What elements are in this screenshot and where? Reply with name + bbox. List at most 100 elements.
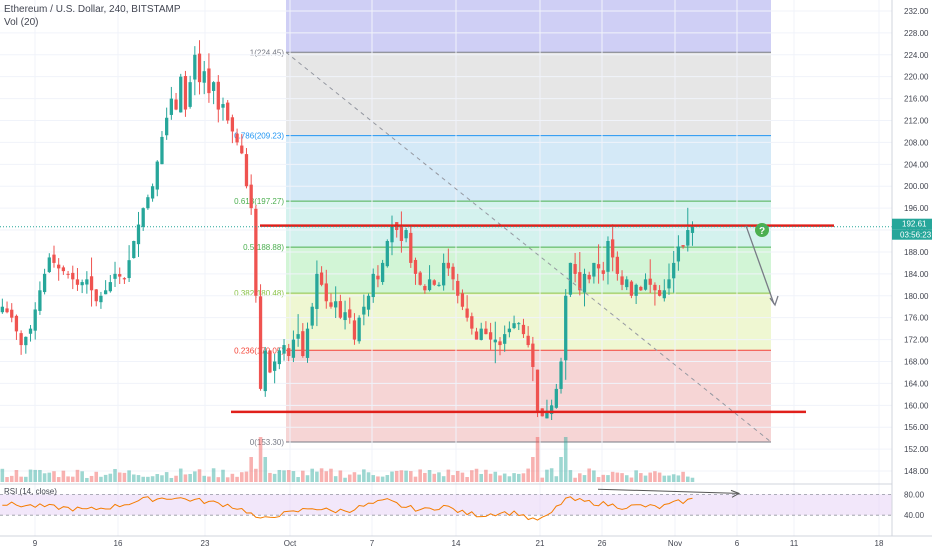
- volume-bar: [47, 472, 52, 482]
- candle-body: [179, 76, 183, 113]
- volume-bar: [296, 477, 300, 482]
- volume-bar: [85, 477, 89, 482]
- volume-bar: [9, 475, 14, 482]
- candle-body: [465, 308, 469, 318]
- candle-body: [24, 336, 28, 346]
- volume-bar: [324, 471, 329, 482]
- candle-body: [75, 279, 80, 285]
- price-tick: 232.00: [904, 7, 929, 16]
- volume-bar: [596, 477, 601, 482]
- volume-bar: [141, 476, 145, 482]
- candle-body: [423, 285, 427, 291]
- volume-bar: [127, 470, 131, 482]
- volume-bar: [685, 476, 690, 482]
- projection-arrow-line: [745, 225, 775, 305]
- volume-bar: [286, 470, 291, 482]
- volume-bar: [582, 475, 587, 482]
- candle-body: [456, 280, 460, 296]
- fib-label: 1(224.45): [250, 48, 285, 57]
- candle-body: [629, 281, 634, 296]
- candle-body: [615, 256, 620, 274]
- time-tick: 18: [875, 539, 884, 548]
- candle-body: [503, 334, 507, 344]
- volume-bar: [136, 475, 141, 482]
- rsi-divergence-arrow: [730, 489, 741, 498]
- price-tick: 160.00: [904, 401, 929, 410]
- candle-body: [587, 274, 591, 280]
- volume-bar: [592, 470, 596, 482]
- candle-body: [19, 333, 23, 346]
- volume-bar: [80, 471, 84, 482]
- candle-body: [648, 278, 652, 285]
- candle-body: [310, 306, 314, 326]
- candle-body: [484, 328, 488, 335]
- volume-bar: [578, 473, 582, 482]
- rsi-tick: 40.00: [904, 511, 925, 520]
- volume-bar: [122, 472, 127, 482]
- candle-body: [418, 272, 422, 285]
- volume-bar: [56, 477, 61, 482]
- volume-bar: [310, 468, 314, 482]
- candle-body: [578, 272, 582, 291]
- candle-body: [488, 332, 493, 340]
- candle-body: [150, 186, 155, 199]
- candle-body: [681, 245, 685, 247]
- volume-bar: [329, 468, 333, 482]
- fib-zone: [286, 247, 771, 294]
- candle-body: [230, 117, 235, 132]
- volume-bar: [535, 437, 540, 482]
- volume-bar: [5, 477, 9, 482]
- volume-bar: [413, 476, 418, 482]
- volume-bar: [568, 470, 573, 482]
- fib-zone: [286, 201, 771, 248]
- volume-bar: [258, 437, 263, 482]
- price-tick: 216.00: [904, 95, 929, 104]
- candles: [0, 40, 695, 421]
- candle-body: [442, 262, 446, 286]
- candle-body: [399, 226, 404, 241]
- volume-bar: [526, 468, 530, 482]
- volume-bar: [371, 475, 376, 482]
- grid: [0, 0, 892, 536]
- volume-bar: [207, 476, 211, 482]
- price-badge: 192.61: [902, 220, 927, 229]
- candle-body: [409, 232, 413, 263]
- volume-bar: [333, 476, 338, 482]
- volume-label: Vol (20): [4, 17, 39, 28]
- candle-body: [174, 99, 178, 110]
- volume-bar: [563, 437, 568, 482]
- time-tick: 26: [598, 539, 607, 548]
- volume-bar: [446, 469, 451, 482]
- volume-bar: [291, 471, 296, 482]
- time-tick: 21: [536, 539, 545, 548]
- volume-bar: [216, 477, 221, 482]
- price-tick: 196.00: [904, 204, 929, 213]
- volume-bar: [146, 476, 150, 482]
- volume-bar: [376, 476, 380, 482]
- volume-bar: [338, 470, 343, 482]
- candle-body: [169, 98, 174, 115]
- volume-bar: [75, 469, 80, 482]
- price-tick: 212.00: [904, 117, 929, 126]
- candle-body: [254, 208, 258, 296]
- fib-label: 0.382(180.48): [234, 289, 284, 298]
- candle-body: [315, 273, 319, 309]
- candle-body: [493, 339, 497, 343]
- volume-bar: [61, 470, 66, 482]
- candle-body: [80, 282, 84, 286]
- price-tick: 164.00: [904, 379, 929, 388]
- candle-body: [526, 335, 530, 346]
- volume-bar: [301, 470, 305, 482]
- rsi-band: [0, 494, 892, 516]
- volume-bar: [559, 457, 563, 482]
- volume-bar: [254, 468, 258, 482]
- volume-bar: [164, 472, 169, 482]
- volume-bar: [451, 475, 455, 482]
- candle-body: [28, 328, 33, 334]
- volume-bar: [629, 477, 634, 482]
- price-tick: 156.00: [904, 423, 929, 432]
- candle-body: [287, 348, 291, 357]
- candle-body: [573, 264, 577, 274]
- fib-label: 0(153.30): [250, 438, 285, 447]
